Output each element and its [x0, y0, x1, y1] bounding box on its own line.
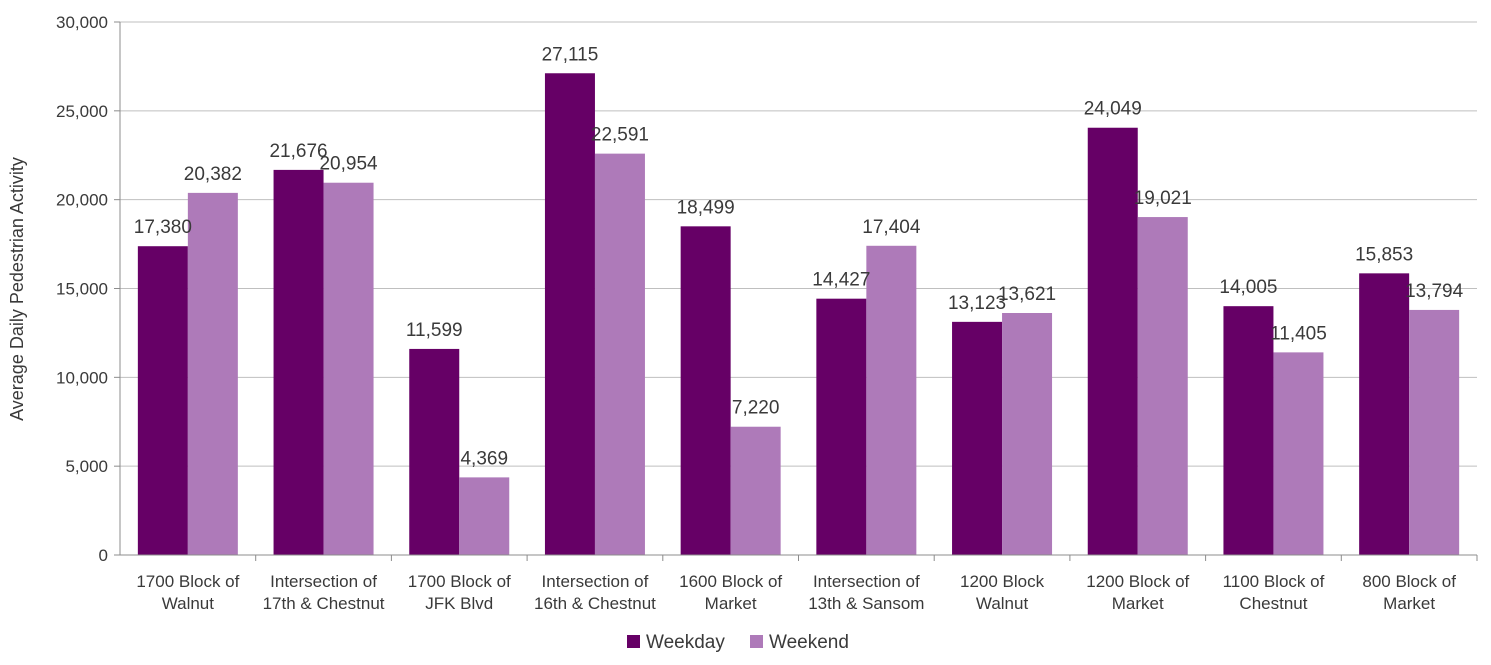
bar-weekend [1273, 352, 1324, 555]
legend-label-weekend: Weekend [769, 632, 849, 653]
bar-weekday [273, 169, 324, 555]
data-label: 4,369 [460, 448, 508, 469]
bar-weekday [409, 348, 460, 555]
y-tick-label: 10,000 [56, 368, 108, 387]
data-label: 18,499 [677, 197, 735, 218]
bar-weekday [816, 298, 867, 555]
bar-weekend [1002, 313, 1053, 555]
category-label: 1200 Block of Market [1086, 572, 1189, 613]
data-label: 7,220 [732, 398, 780, 419]
legend-swatch-weekend [750, 635, 763, 648]
data-label: 11,599 [406, 320, 463, 341]
y-tick-label: 5,000 [65, 457, 108, 476]
bar-weekend [323, 182, 374, 555]
data-label: 14,427 [812, 270, 870, 291]
bar-weekend [730, 426, 781, 555]
category-label: 1100 Block of Chestnut [1223, 572, 1325, 613]
data-label: 13,621 [998, 284, 1056, 305]
y-tick-label: 0 [99, 546, 108, 565]
category-label: Intersection of 13th & Sansom [808, 572, 924, 613]
bar-weekend [594, 153, 645, 555]
category-label: 800 Block of Market [1362, 572, 1456, 613]
bar-weekday [1087, 127, 1138, 555]
data-label: 20,382 [184, 164, 242, 185]
data-label: 27,115 [542, 44, 599, 65]
bars [137, 73, 1460, 556]
axes [114, 21, 1478, 561]
data-label: 19,021 [1134, 188, 1192, 209]
bar-weekend [187, 192, 238, 555]
data-label: 17,404 [862, 217, 921, 238]
data-label: 17,380 [134, 217, 192, 238]
data-label: 11,405 [1270, 323, 1327, 344]
bar-weekday [544, 73, 595, 555]
bar-weekend [459, 477, 510, 555]
data-label: 14,005 [1219, 277, 1277, 298]
category-label: Intersection of 17th & Chestnut [263, 572, 385, 613]
bar-weekend [1137, 217, 1188, 555]
y-tick-label: 30,000 [56, 13, 108, 32]
bar-weekday [1359, 273, 1410, 555]
y-tick-label: 25,000 [56, 102, 108, 121]
category-label: 1700 Block of JFK Blvd [408, 572, 511, 613]
bar-weekday [952, 321, 1003, 555]
category-label: Intersection of 16th & Chestnut [534, 572, 656, 613]
category-label: 1700 Block of Walnut [136, 572, 239, 613]
labels: 0 5,000 10,000 15,000 20,000 25,000 30,000 17,3… [56, 13, 1464, 613]
data-label: 13,123 [948, 293, 1006, 314]
category-label: 1600 Block of Market [679, 572, 782, 613]
y-tick-label: 15,000 [56, 280, 108, 299]
y-axis-title: Average Daily Pedestrian Activity [7, 157, 27, 421]
bar-weekday [1223, 306, 1274, 555]
data-label: 15,853 [1355, 244, 1413, 265]
bar-weekday [680, 226, 731, 556]
data-label: 24,049 [1084, 99, 1142, 120]
bar-weekend [866, 245, 917, 555]
bar-weekend [1409, 309, 1460, 555]
data-label: 22,591 [591, 125, 649, 146]
legend-swatch-weekday [627, 635, 640, 648]
bar-weekday [137, 246, 188, 555]
legend-label-weekday: Weekday [646, 632, 725, 653]
data-label: 20,954 [319, 154, 378, 175]
y-tick-label: 20,000 [56, 191, 108, 210]
data-label: 13,794 [1405, 281, 1464, 302]
data-label: 21,676 [269, 141, 327, 162]
category-label: 1200 Block Walnut [960, 572, 1045, 613]
legend: Weekday Weekend [627, 632, 849, 653]
